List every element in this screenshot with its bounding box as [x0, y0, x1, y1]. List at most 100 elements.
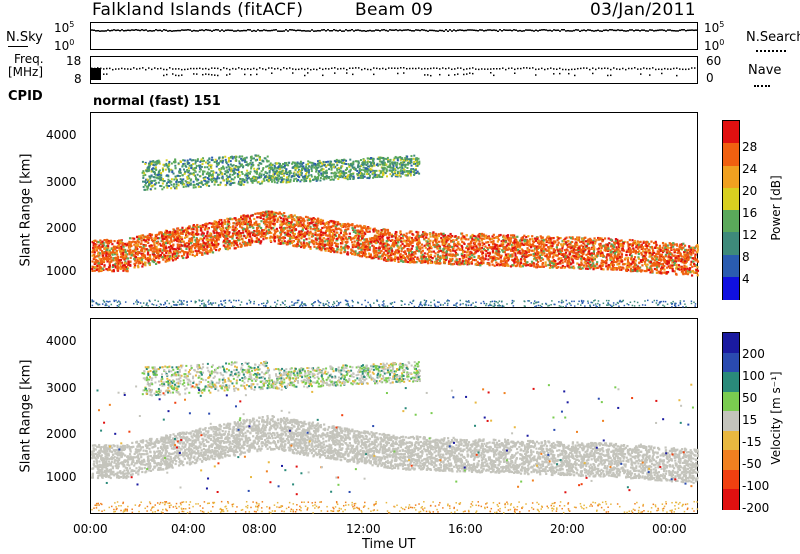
power-pixel [457, 242, 460, 246]
power-pixel [185, 256, 188, 259]
power-pixel [157, 243, 160, 246]
power-pixel [479, 237, 482, 240]
power-pixel [462, 256, 465, 260]
power-pixel [235, 224, 238, 227]
colorbar-segment [723, 276, 739, 300]
power-pixel [583, 243, 586, 246]
power-pixel [245, 215, 248, 218]
power-pixel [471, 237, 474, 241]
power-pixel [425, 233, 428, 237]
power-pixel [133, 266, 136, 269]
power-pixel [681, 259, 684, 262]
power-pixel [612, 258, 615, 261]
power-pixel [92, 242, 95, 245]
power-pixel [187, 227, 190, 230]
power-pixel [260, 232, 263, 235]
power-pixel [458, 248, 461, 251]
power-pixel [377, 256, 380, 259]
power-pixel [388, 247, 391, 250]
power-pixel [139, 237, 142, 240]
power-pixel [310, 240, 313, 243]
power-pixel [423, 244, 426, 247]
power-pixel [215, 240, 218, 243]
power-pixel [382, 254, 385, 257]
power-pixel [377, 247, 381, 250]
power-pixel [629, 263, 632, 266]
power-pixel [462, 263, 465, 266]
power-pixel [426, 262, 430, 265]
power-pixel [503, 246, 506, 249]
power-pixel [414, 252, 417, 255]
power-pixel [100, 250, 104, 253]
power-pixel [639, 240, 642, 243]
power-pixel [448, 243, 451, 246]
power-pixel [506, 236, 510, 239]
power-pixel [423, 231, 426, 234]
power-pixel [637, 257, 641, 260]
power-pixel [127, 260, 130, 263]
power-pixel [387, 255, 390, 258]
power-pixel [357, 235, 360, 238]
power-pixel [530, 264, 533, 267]
power-pixel [449, 245, 452, 248]
power-pixel [454, 244, 457, 247]
power-pixel [557, 249, 560, 252]
power-pixel [539, 265, 542, 268]
power-pixel [596, 252, 599, 255]
power-pixel [375, 247, 378, 250]
power-pixel [437, 240, 441, 243]
power-pixel [228, 247, 231, 250]
power-pixel [620, 252, 623, 255]
power-pixel [195, 232, 198, 235]
power-pixel [456, 237, 459, 240]
power-pixel [551, 244, 554, 248]
power-pixel [334, 234, 338, 237]
power-pixel [609, 249, 612, 252]
power-pixel [171, 253, 174, 256]
colorbar-segment [723, 469, 739, 491]
power-pixel [458, 260, 461, 263]
power-pixel [491, 250, 495, 253]
power-pixel [199, 251, 202, 254]
power-pixel [644, 250, 647, 253]
power-pixel [659, 271, 662, 274]
power-pixel [391, 235, 394, 238]
power-pixel [348, 232, 351, 235]
power-pixel [188, 225, 191, 228]
power-tick: 4 [742, 272, 750, 286]
power-pixel [654, 262, 658, 265]
power-pixel [162, 246, 165, 249]
power-pixel [558, 261, 561, 264]
power-pixel [602, 263, 605, 266]
freq-bottom-tick: 8 [74, 72, 82, 86]
power-pixel [393, 251, 397, 254]
power-pixel [680, 270, 683, 274]
power-pixel [287, 232, 290, 235]
nsearch-label: N.Search [746, 30, 800, 45]
power-pixel [547, 241, 550, 244]
power-pixel [120, 245, 123, 248]
velocity-tick: 100 [742, 369, 765, 383]
power-pixel [118, 259, 121, 262]
power-pixel [440, 238, 443, 241]
power-pixel [246, 230, 249, 233]
power-pixel [223, 230, 226, 233]
power-pixel [204, 226, 207, 229]
power-pixel [637, 251, 640, 254]
power-pixel [543, 243, 547, 246]
power-pixel [210, 222, 213, 225]
power-pixel [119, 241, 122, 244]
power-pixel [287, 233, 290, 236]
power-pixel [191, 245, 194, 248]
power-pixel [440, 233, 443, 236]
power-pixel [628, 243, 631, 246]
power-pixel [336, 227, 339, 230]
power-pixel [117, 245, 120, 248]
power-pixel [590, 254, 594, 257]
power-pixel [205, 251, 208, 254]
power-pixel [95, 268, 98, 272]
power-pixel [279, 238, 282, 241]
power-pixel [405, 240, 408, 243]
power-pixel [525, 251, 528, 254]
power-pixel [94, 256, 97, 259]
